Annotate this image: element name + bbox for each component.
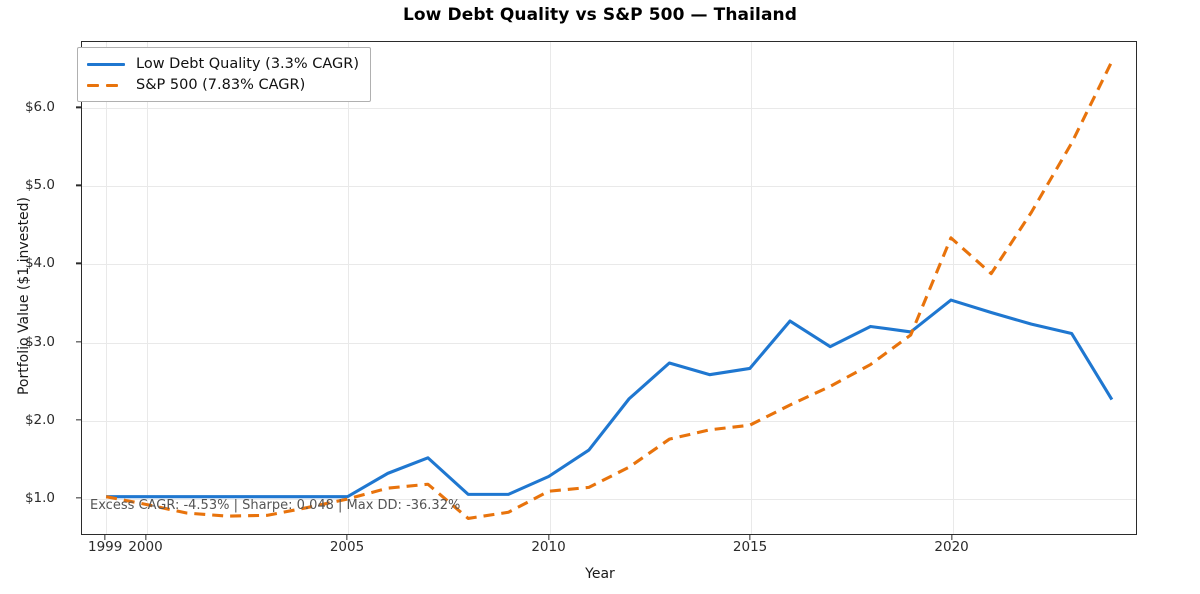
legend-swatch-dashed-icon	[87, 78, 125, 92]
x-tick-label-5: 2020	[934, 539, 969, 555]
x-tick-mark-3	[547, 535, 550, 540]
series-lines	[105, 60, 1114, 520]
y-tick-mark-2	[76, 340, 81, 343]
stats-annotation: Excess CAGR: -4.53% | Sharpe: 0.048 | Ma…	[90, 498, 461, 513]
plot-area	[81, 41, 1137, 535]
x-tick-mark-5	[950, 535, 953, 540]
series-line-0	[106, 298, 1114, 499]
legend-label-0: Low Debt Quality (3.3% CAGR)	[136, 55, 360, 72]
y-tick-mark-4	[76, 184, 81, 187]
y-tick-mark-1	[76, 418, 81, 421]
y-tick-label-3: $4.0	[24, 255, 55, 272]
y-tick-mark-5	[76, 106, 81, 108]
x-tick-label-3: 2010	[531, 539, 566, 555]
y-tick-label-4: $5.0	[24, 177, 55, 194]
gridline-vertical-3	[549, 42, 551, 534]
y-tick-label-2: $3.0	[24, 333, 55, 350]
x-tick-mark-1	[144, 535, 147, 540]
gridline-horizontal-4	[82, 186, 1136, 188]
y-tick-label-0: $1.0	[24, 489, 55, 506]
gridline-vertical-5	[952, 42, 954, 534]
gridline-vertical-4	[751, 42, 753, 534]
legend-item-1: S&P 500 (7.83% CAGR)	[87, 74, 359, 95]
y-tick-label-1: $2.0	[24, 411, 55, 428]
x-tick-label-2: 2005	[329, 539, 365, 555]
x-axis-label: Year	[585, 566, 615, 582]
gridline-vertical-0	[106, 42, 108, 534]
gridline-horizontal-0	[82, 498, 1136, 500]
y-tick-label-5: $6.0	[24, 99, 55, 116]
y-axis-label: Portfolio Value ($1 invested)	[16, 196, 32, 396]
legend-swatch-solid-icon	[87, 57, 125, 71]
series-line-1	[105, 60, 1114, 520]
y-tick-mark-0	[76, 496, 81, 499]
chart-legend: Low Debt Quality (3.3% CAGR) S&P 500 (7.8…	[77, 47, 372, 102]
gridline-horizontal-5	[82, 108, 1136, 110]
gridline-horizontal-3	[82, 264, 1136, 266]
x-tick-label-0: 1999	[88, 539, 123, 555]
gridline-horizontal-1	[82, 420, 1136, 422]
gridline-vertical-1	[146, 42, 148, 534]
chart-title: Low Debt Quality vs S&P 500 — Thailand	[402, 5, 798, 25]
y-tick-mark-3	[76, 262, 81, 265]
x-tick-label-4: 2015	[732, 539, 768, 555]
x-tick-mark-2	[346, 535, 348, 540]
x-tick-mark-0	[104, 535, 106, 540]
x-tick-label-1: 2000	[128, 539, 163, 555]
gridline-horizontal-2	[82, 342, 1136, 344]
legend-label-1: S&P 500 (7.83% CAGR)	[136, 76, 306, 93]
legend-item-0: Low Debt Quality (3.3% CAGR)	[87, 53, 359, 74]
x-tick-mark-4	[749, 535, 751, 540]
gridline-vertical-2	[348, 42, 349, 534]
